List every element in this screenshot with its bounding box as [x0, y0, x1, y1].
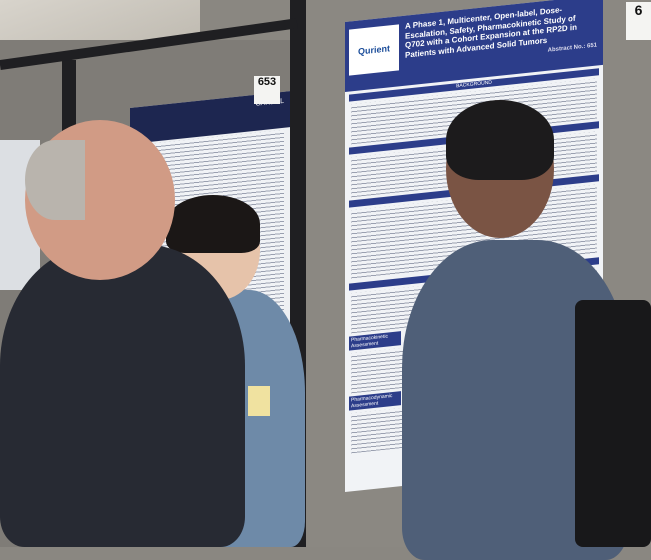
tag-number: 653	[257, 76, 277, 88]
poster-number-tag: 653	[254, 76, 280, 104]
section-header: Pharmacokinetic Assessment	[349, 331, 401, 351]
backpack	[575, 300, 651, 547]
name-badge	[248, 386, 270, 416]
poster-number-tag: 6	[626, 2, 651, 40]
older-man-suit	[0, 245, 245, 547]
man-right-hair	[446, 100, 554, 180]
qurient-logo: Qurient	[349, 24, 399, 76]
young-man-hair	[166, 195, 260, 253]
section-header: Pharmacodynamic Assessment	[349, 391, 401, 411]
tag-number: 6	[634, 2, 643, 18]
older-man-hair	[25, 140, 85, 220]
